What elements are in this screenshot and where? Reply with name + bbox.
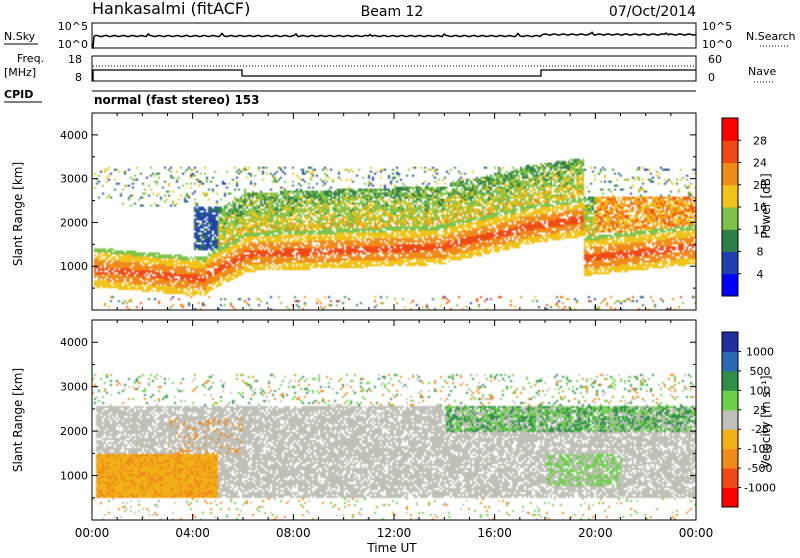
velocity-colorbar-tick-label: -1000 [744, 482, 776, 495]
velocity-panel: 1000 2000 3000 4000 Slant Range [km] 1000 50… [11, 319, 776, 521]
power-y-ticks: 1000 2000 3000 4000 [60, 129, 696, 289]
velocity-colorbar-tick-label: -100 [748, 443, 773, 456]
nsky-tick-top: 10^5 [58, 20, 88, 33]
power-colorbar-tick-label: 4 [757, 268, 764, 281]
power-colorbar-swatch [722, 251, 738, 275]
freq-tick-top: 18 [68, 53, 82, 66]
beam-title: Beam 12 [361, 4, 424, 20]
power-colorbar-tick-label: 16 [753, 201, 767, 214]
y-tick-label: 3000 [60, 381, 88, 394]
power-colorbar-swatch [722, 207, 738, 230]
x-tick-label: 00:00 [679, 526, 714, 540]
velocity-colorbar-swatch [722, 332, 738, 352]
date-title: 07/Oct/2014 [609, 4, 696, 20]
power-colorbar-tick-label: 28 [753, 134, 767, 147]
x-tick-label: 00:00 [75, 526, 110, 540]
nsky-tick-bottom: 10^0 [58, 38, 88, 51]
y-tick-label: 3000 [60, 173, 88, 186]
power-x-ticks [91, 113, 697, 310]
cpid-value: normal (fast stereo) 153 [94, 93, 260, 107]
nave-label: Nave [748, 65, 776, 78]
power-colorbar-label: Power [dB] [759, 173, 773, 238]
station-title: Hankasalmi (fitACF) [92, 0, 250, 18]
velocity-colorbar-tick-label: 1000 [746, 345, 774, 358]
power-colorbar: 4 8 12 16 20 24 28 [721, 117, 767, 297]
velocity-colorbar-label: Velocity [m s⁻¹] [759, 375, 773, 468]
x-tick-labels: 00:00 04:00 08:00 12:00 16:00 20:00 00:00 [75, 526, 714, 540]
velocity-y-axis-label: Slant Range [km] [11, 368, 25, 472]
x-tick-label: 16:00 [477, 526, 512, 540]
x-tick-label: 12:00 [377, 526, 412, 540]
freq-label-line2: [MHz] [4, 66, 36, 79]
freq-tick-bottom: 8 [75, 71, 82, 84]
power-y-axis-label: Slant Range [km] [11, 162, 25, 266]
x-axis-label: Time UT [366, 541, 417, 554]
nave-tick-top: 60 [708, 53, 722, 66]
nsearch-tick-bottom: 10^0 [702, 38, 732, 51]
velocity-colorbar-tick-label: 100 [750, 384, 771, 397]
velocity-colorbar-swatch [722, 390, 738, 411]
velocity-colorbar: 1000 500 100 25 -25 -100 -500 -1000 [721, 331, 776, 508]
velocity-colorbar-swatch [722, 409, 738, 430]
y-tick-label: 1000 [60, 470, 88, 483]
power-colorbar-swatch [722, 140, 738, 163]
power-colorbar-tick-label: 8 [757, 246, 764, 259]
velocity-colorbar-frame [721, 331, 739, 508]
velocity-colorbar-swatch [722, 351, 738, 372]
velocity-colorbar-tick-label: 500 [750, 365, 771, 378]
freq-label-line1: Freq. [17, 52, 44, 65]
y-tick-label: 4000 [60, 129, 88, 142]
power-colorbar-tick-label: 12 [753, 223, 767, 236]
cpid-label: CPID [4, 88, 33, 101]
power-colorbar-tick-label: 20 [753, 179, 767, 192]
nave-tick-bottom: 0 [708, 71, 715, 84]
velocity-colorbar-swatch [722, 370, 738, 391]
velocity-colorbar-swatch [722, 487, 738, 508]
power-panel: 1000 2000 3000 4000 Slant Range [km] 4 8 12 16… [11, 112, 773, 311]
velocity-colorbar-swatch [722, 429, 738, 450]
y-tick-label: 1000 [60, 260, 88, 273]
velocity-x-ticks [91, 320, 697, 520]
velocity-colorbar-tick-label: -500 [748, 462, 773, 475]
power-colorbar-swatch [722, 118, 738, 141]
power-colorbar-swatch [722, 273, 738, 297]
freq-strip-frame [91, 55, 697, 82]
nsearch-label: N.Search [746, 30, 796, 43]
nsky-label: N.Sky [4, 30, 36, 43]
freq-step-line [92, 69, 696, 82]
velocity-data-image [92, 320, 696, 520]
velocity-colorbar-tick-label: 25 [753, 404, 767, 417]
power-colorbar-tick-label: 24 [753, 157, 767, 170]
x-tick-label: 08:00 [276, 526, 311, 540]
power-data-image [92, 113, 696, 310]
y-tick-label: 4000 [60, 336, 88, 349]
nsearch-tick-top: 10^5 [702, 20, 732, 33]
y-tick-label: 2000 [60, 216, 88, 229]
velocity-y-ticks: 1000 2000 3000 4000 [60, 336, 696, 499]
power-colorbar-swatch [722, 229, 738, 252]
nsky-line [92, 31, 697, 49]
power-colorbar-swatch [722, 162, 738, 186]
power-colorbar-swatch [722, 184, 738, 208]
y-tick-label: 2000 [60, 425, 88, 438]
x-tick-label: 04:00 [175, 526, 210, 540]
velocity-colorbar-swatch [722, 448, 738, 469]
velocity-colorbar-tick-label: -25 [751, 423, 769, 436]
nsky-strip-frame [91, 22, 697, 49]
velocity-colorbar-swatch [722, 468, 738, 489]
x-tick-label: 20:00 [578, 526, 613, 540]
